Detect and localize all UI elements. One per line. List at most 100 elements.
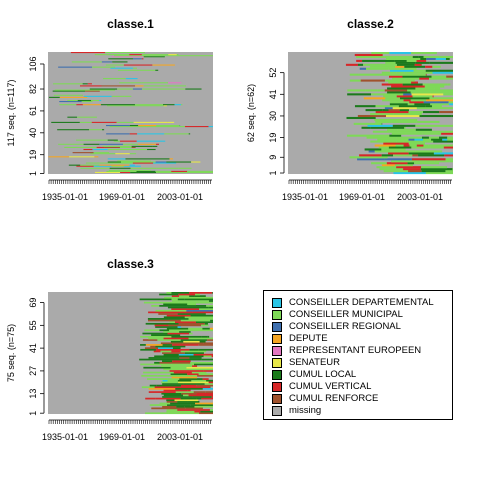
sequence-segment bbox=[156, 124, 180, 127]
sequence-segment bbox=[159, 329, 170, 332]
sequence-segment bbox=[183, 383, 205, 385]
sequence-segment bbox=[416, 144, 424, 147]
sequence-segment bbox=[141, 374, 158, 377]
sequence-segment bbox=[189, 295, 195, 297]
sequence-segment bbox=[169, 374, 198, 377]
sequence-segment bbox=[162, 344, 173, 346]
sequence-segment bbox=[439, 136, 448, 139]
sequence-segment bbox=[428, 136, 440, 139]
sequence-segment bbox=[151, 55, 163, 57]
sequence-segment bbox=[370, 89, 378, 92]
sequence-segment bbox=[129, 133, 138, 135]
legend-item: missing bbox=[272, 405, 321, 416]
sequence-segment bbox=[167, 332, 190, 335]
sequence-segment bbox=[140, 335, 172, 338]
sequence-segment bbox=[194, 55, 213, 57]
sequence-segment bbox=[420, 168, 453, 171]
sequence-segment bbox=[179, 368, 207, 371]
sequence-segment bbox=[194, 295, 206, 297]
sequence-segment bbox=[125, 158, 140, 160]
sequence-segment bbox=[102, 145, 132, 147]
sequence-segment bbox=[48, 96, 60, 98]
sequence-segment bbox=[439, 111, 453, 114]
sequence-segment bbox=[192, 365, 198, 367]
sequence-segment bbox=[374, 150, 387, 153]
sequence-segment bbox=[387, 87, 416, 90]
sequence-segment bbox=[381, 71, 390, 74]
sequence-segment bbox=[145, 322, 179, 325]
sequence-segment bbox=[140, 158, 170, 160]
sequence-segment bbox=[164, 133, 189, 135]
sequence-segment bbox=[415, 61, 430, 64]
sequence-segment bbox=[418, 55, 424, 59]
sequence-segment bbox=[189, 348, 199, 351]
x-tick-label: 1935-01-01 bbox=[42, 432, 88, 442]
sequence-segment bbox=[145, 412, 169, 415]
sequence-segment bbox=[132, 162, 154, 164]
sequence-segment bbox=[59, 96, 88, 98]
sequence-segment bbox=[96, 146, 105, 148]
sequence-segment bbox=[106, 105, 132, 107]
sequence-segment bbox=[206, 305, 213, 307]
sequence-segment bbox=[183, 171, 212, 173]
sequence-segment bbox=[386, 150, 416, 153]
sequence-segment bbox=[155, 161, 167, 163]
sequence-segment bbox=[444, 154, 453, 157]
sequence-segment bbox=[180, 350, 207, 353]
sequence-segment bbox=[90, 153, 116, 155]
sequence-segment bbox=[186, 305, 207, 307]
sequence-segment bbox=[178, 293, 196, 296]
sequence-segment bbox=[406, 59, 417, 62]
sequence-segment bbox=[139, 69, 156, 71]
sequence-segment bbox=[206, 316, 213, 319]
sequence-segment bbox=[107, 161, 122, 163]
sequence-segment bbox=[187, 400, 200, 403]
sequence-segment bbox=[433, 140, 453, 143]
sequence-segment bbox=[166, 327, 189, 330]
sequence-segment bbox=[347, 89, 366, 92]
sequence-segment bbox=[412, 132, 423, 135]
sequence-segment bbox=[82, 104, 101, 106]
sequence-segment bbox=[163, 303, 188, 306]
sequence-segment bbox=[408, 138, 415, 141]
sequence-segment bbox=[404, 71, 433, 74]
sequence-segment bbox=[156, 167, 179, 169]
sequence-segment bbox=[384, 158, 412, 161]
sequence-segment bbox=[380, 120, 392, 123]
sequence-segment bbox=[137, 126, 147, 128]
legend-label: DEPUTE bbox=[289, 333, 328, 344]
sequence-segment bbox=[164, 296, 186, 299]
sequence-segment bbox=[54, 89, 79, 91]
sequence-segment bbox=[52, 90, 85, 92]
sequence-segment bbox=[354, 105, 376, 108]
sequence-segment bbox=[148, 337, 164, 340]
sequence-segment bbox=[104, 146, 120, 148]
sequence-segment bbox=[377, 138, 409, 141]
sequence-segment bbox=[195, 321, 213, 323]
sequence-segment bbox=[187, 389, 191, 392]
sequence-segment bbox=[148, 387, 176, 390]
sequence-segment bbox=[117, 88, 133, 90]
sequence-segment bbox=[155, 345, 186, 348]
sequence-segment bbox=[357, 63, 364, 66]
y-tick-label: 9 bbox=[268, 155, 278, 160]
sequence-segment bbox=[396, 95, 413, 98]
sequence-segment bbox=[432, 107, 453, 110]
sequence-segment bbox=[192, 396, 212, 398]
sequence-segment bbox=[48, 156, 70, 158]
sequence-segment bbox=[181, 104, 183, 106]
sequence-segment bbox=[420, 57, 427, 60]
sequence-segment bbox=[408, 142, 418, 145]
sequence-segment bbox=[162, 396, 193, 398]
sequence-segment bbox=[368, 150, 375, 153]
sequence-segment bbox=[175, 391, 194, 393]
sequence-segment bbox=[76, 104, 83, 106]
sequence-segment bbox=[399, 120, 417, 123]
legend-label: SENATEUR bbox=[289, 357, 341, 368]
sequence-segment bbox=[99, 143, 123, 145]
sequence-segment bbox=[155, 397, 181, 400]
sequence-segment bbox=[371, 52, 390, 55]
sequence-segment bbox=[123, 64, 153, 66]
sequence-segment bbox=[202, 327, 210, 330]
sequence-segment bbox=[153, 162, 177, 164]
